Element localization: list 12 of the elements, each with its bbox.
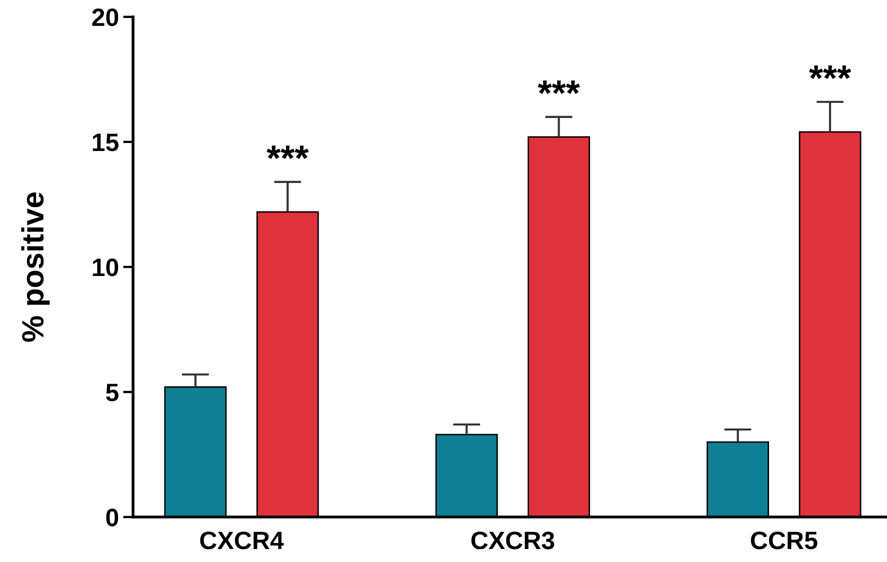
- annotation: ***: [266, 146, 309, 160]
- y-tick-label: 5: [106, 384, 118, 402]
- annotation: ***: [809, 66, 852, 79]
- x-tick-label: CXCR3: [471, 532, 554, 550]
- x-tick-label: CXCR4: [200, 532, 284, 550]
- y-tick-label: 20: [92, 8, 118, 26]
- x-tick-label: CCR5: [750, 532, 818, 550]
- y-axis-title: % positive: [21, 192, 50, 342]
- y-tick-label: 10: [92, 258, 118, 276]
- annotation: ***: [538, 80, 580, 94]
- y-tick-label: 15: [92, 134, 118, 152]
- y-tick-label: 0: [106, 508, 118, 526]
